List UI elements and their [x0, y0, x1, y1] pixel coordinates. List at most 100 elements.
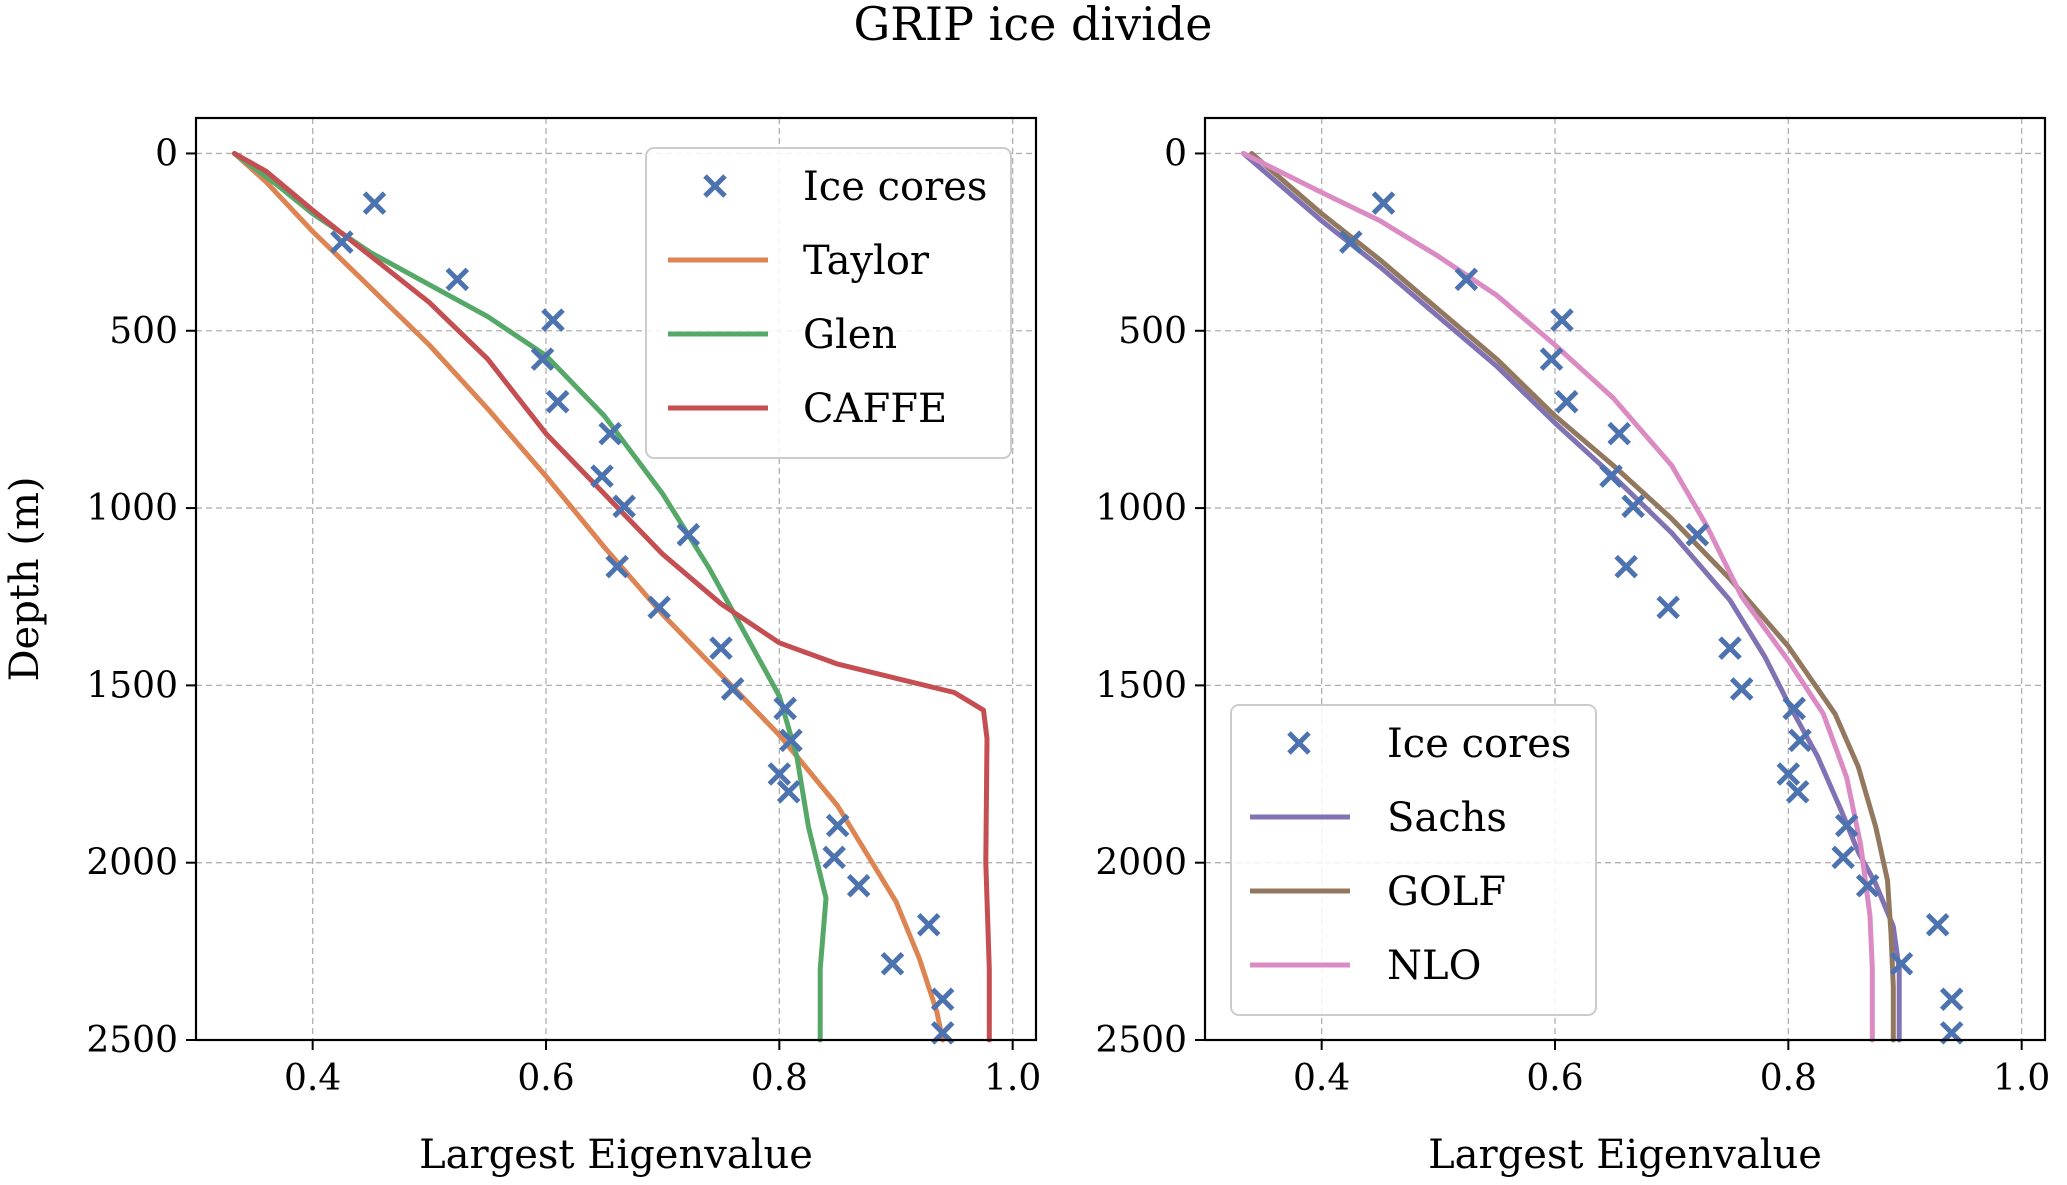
right-ice-core-point-6: [1607, 421, 1631, 446]
right-y-tick-label-1000: 1000: [1095, 488, 1187, 529]
right-ice-core-point-4-stroke-b: [1539, 347, 1564, 371]
left-x-axis-label: Largest Eigenvalue: [419, 1132, 813, 1178]
left-ice-core-point-2: [445, 267, 470, 292]
left-y-axis-label: Depth (m): [2, 476, 48, 681]
right-ice-core-point-14: [1782, 696, 1806, 721]
left-ice-core-point-21-stroke-b: [916, 912, 941, 937]
left-ice-core-point-11: [647, 595, 671, 620]
left-legend-label-caffe: CAFFE: [803, 386, 947, 432]
left-ice-core-point-4-stroke-b: [530, 347, 555, 371]
left-legend-box: [645, 147, 1012, 459]
right-axes-frame: [1203, 116, 2047, 1042]
left-ice-core-point-2-stroke-b: [445, 267, 470, 292]
right-ice-core-point-12: [1718, 636, 1742, 660]
left-ice-core-point-21: [916, 912, 941, 937]
right-ice-core-point-0-stroke-b: [1371, 191, 1396, 215]
left-legend: Ice cores Taylor Glen CAFFE: [645, 147, 1012, 459]
left-legend-marker-ice-cores: [703, 174, 727, 198]
right-series-ice-cores: [1339, 191, 1964, 1045]
right-ice-core-point-15-stroke-b: [1788, 728, 1812, 753]
left-legend-marker-ice-cores-x-stroke-b: [703, 174, 727, 198]
left-y-tick-label-2500: 2500: [86, 1020, 178, 1061]
left-legend-label-glen: Glen: [803, 312, 897, 358]
left-y-tick-label-0: 0: [155, 133, 178, 174]
left-ice-core-point-8: [612, 494, 636, 519]
left-ice-core-point-3: [541, 308, 565, 332]
right-y-tick-label-2500: 2500: [1095, 1020, 1187, 1061]
left-series-ice-cores: [330, 191, 955, 1045]
left-series: [232, 151, 992, 1045]
right-ice-core-point-0: [1371, 191, 1396, 215]
right-ice-core-point-2: [1454, 267, 1479, 292]
right-legend-label-nlo: NLO: [1387, 943, 1481, 989]
right-ice-core-point-16-stroke-b: [1776, 762, 1801, 786]
right-ice-core-point-8: [1621, 494, 1645, 519]
right-ice-core-point-17-stroke-b: [1785, 780, 1810, 804]
right-ice-core-point-23: [1939, 987, 1964, 1011]
left-ice-core-point-8-stroke-b: [612, 494, 636, 519]
left-legend-label-taylor: Taylor: [803, 238, 930, 284]
right-y-tick-label-500: 500: [1118, 311, 1187, 352]
right-x-tick-label-0-6: 0.6: [1526, 1058, 1583, 1099]
left-series-taylor-line: [232, 151, 946, 1043]
left-legend-entry-glen: Glen: [668, 312, 897, 358]
right-x-tick-label-0-4: 0.4: [1293, 1058, 1350, 1099]
right-ice-core-point-13-stroke-b: [1729, 677, 1754, 701]
right-ice-core-point-2-stroke-b: [1454, 267, 1479, 292]
left-ice-core-point-13-stroke-b: [720, 677, 745, 701]
left-ice-core-point-9-stroke-b: [676, 522, 701, 547]
left-ice-core-point-22-stroke-b: [880, 951, 905, 976]
left-ice-core-point-6: [598, 421, 622, 446]
left-ice-core-point-1-stroke-b: [330, 230, 354, 254]
left-ice-core-point-20-stroke-b: [846, 873, 871, 898]
right-legend-entry-sachs: Sachs: [1250, 795, 1507, 841]
right-legend-entry-ice-cores: Ice cores: [1287, 721, 1571, 767]
left-x-tick-label-0-8: 0.8: [751, 1058, 808, 1099]
left-axes-frame: [194, 116, 1038, 1042]
right-ice-core-point-5-stroke-b: [1554, 389, 1579, 414]
right-ice-core-point-21: [1925, 912, 1950, 937]
left-ice-core-point-10-stroke-b: [605, 554, 629, 579]
left-ice-core-point-0-stroke-b: [362, 191, 387, 215]
right-ice-core-point-18-stroke-b: [1834, 813, 1859, 838]
left-ice-core-point-22: [880, 951, 905, 976]
right-ice-core-point-19: [1831, 845, 1855, 870]
right-ice-core-point-19-stroke-b: [1831, 845, 1855, 870]
right-ice-core-point-10-stroke-b: [1614, 554, 1638, 579]
left-ice-core-point-1: [330, 230, 354, 254]
left-x-tick-label-0-6: 0.6: [517, 1058, 574, 1099]
right-ice-core-point-17: [1785, 780, 1810, 804]
left-ice-core-point-7: [590, 464, 614, 488]
left-ice-core-point-20: [846, 873, 871, 898]
right-ice-core-point-7-stroke-b: [1599, 464, 1623, 488]
left-legend-entry-caffe: CAFFE: [668, 386, 947, 432]
left-y-tick-label-1500: 1500: [86, 665, 178, 706]
right-ice-core-point-23-stroke-b: [1939, 987, 1964, 1011]
right-legend-marker-ice-cores-x: [1287, 731, 1311, 755]
left-ice-core-point-0: [362, 191, 387, 215]
left-ice-core-point-19-stroke-b: [822, 845, 846, 870]
left-ice-core-point-5-stroke-b: [545, 389, 570, 414]
right-legend: Ice cores Sachs GOLF NLO: [1230, 704, 1597, 1016]
right-panel: 0.4 0.6 0.8 1.0 0 500 1000 1500 2000 2500 Largest…: [1095, 116, 2050, 1178]
right-ice-core-point-13: [1729, 677, 1754, 701]
left-ice-core-point-16: [767, 762, 792, 786]
right-ice-core-point-1: [1339, 230, 1363, 254]
left-ice-core-point-4: [530, 347, 555, 371]
left-ice-core-point-13: [720, 677, 745, 701]
right-ice-core-point-20: [1855, 873, 1880, 898]
left-legend-marker-ice-cores-x: [703, 174, 727, 198]
right-ice-core-point-18: [1834, 813, 1859, 838]
right-ice-core-point-7: [1599, 464, 1623, 488]
left-series-caffe-line: [232, 151, 992, 1043]
left-ice-core-point-14: [773, 696, 797, 721]
left-ice-core-point-12-stroke-b: [709, 636, 733, 660]
right-ice-core-point-6-stroke-b: [1607, 421, 1631, 446]
left-ice-core-point-15-stroke-b: [779, 728, 803, 753]
right-legend-marker-ice-cores-x-stroke-b: [1287, 731, 1311, 755]
left-ice-core-point-6-stroke-b: [598, 421, 622, 446]
right-ice-core-point-20-stroke-b: [1855, 873, 1880, 898]
right-ice-core-point-11: [1656, 595, 1680, 620]
right-legend-entry-golf: GOLF: [1250, 869, 1506, 915]
right-legend-label-sachs: Sachs: [1387, 795, 1507, 841]
